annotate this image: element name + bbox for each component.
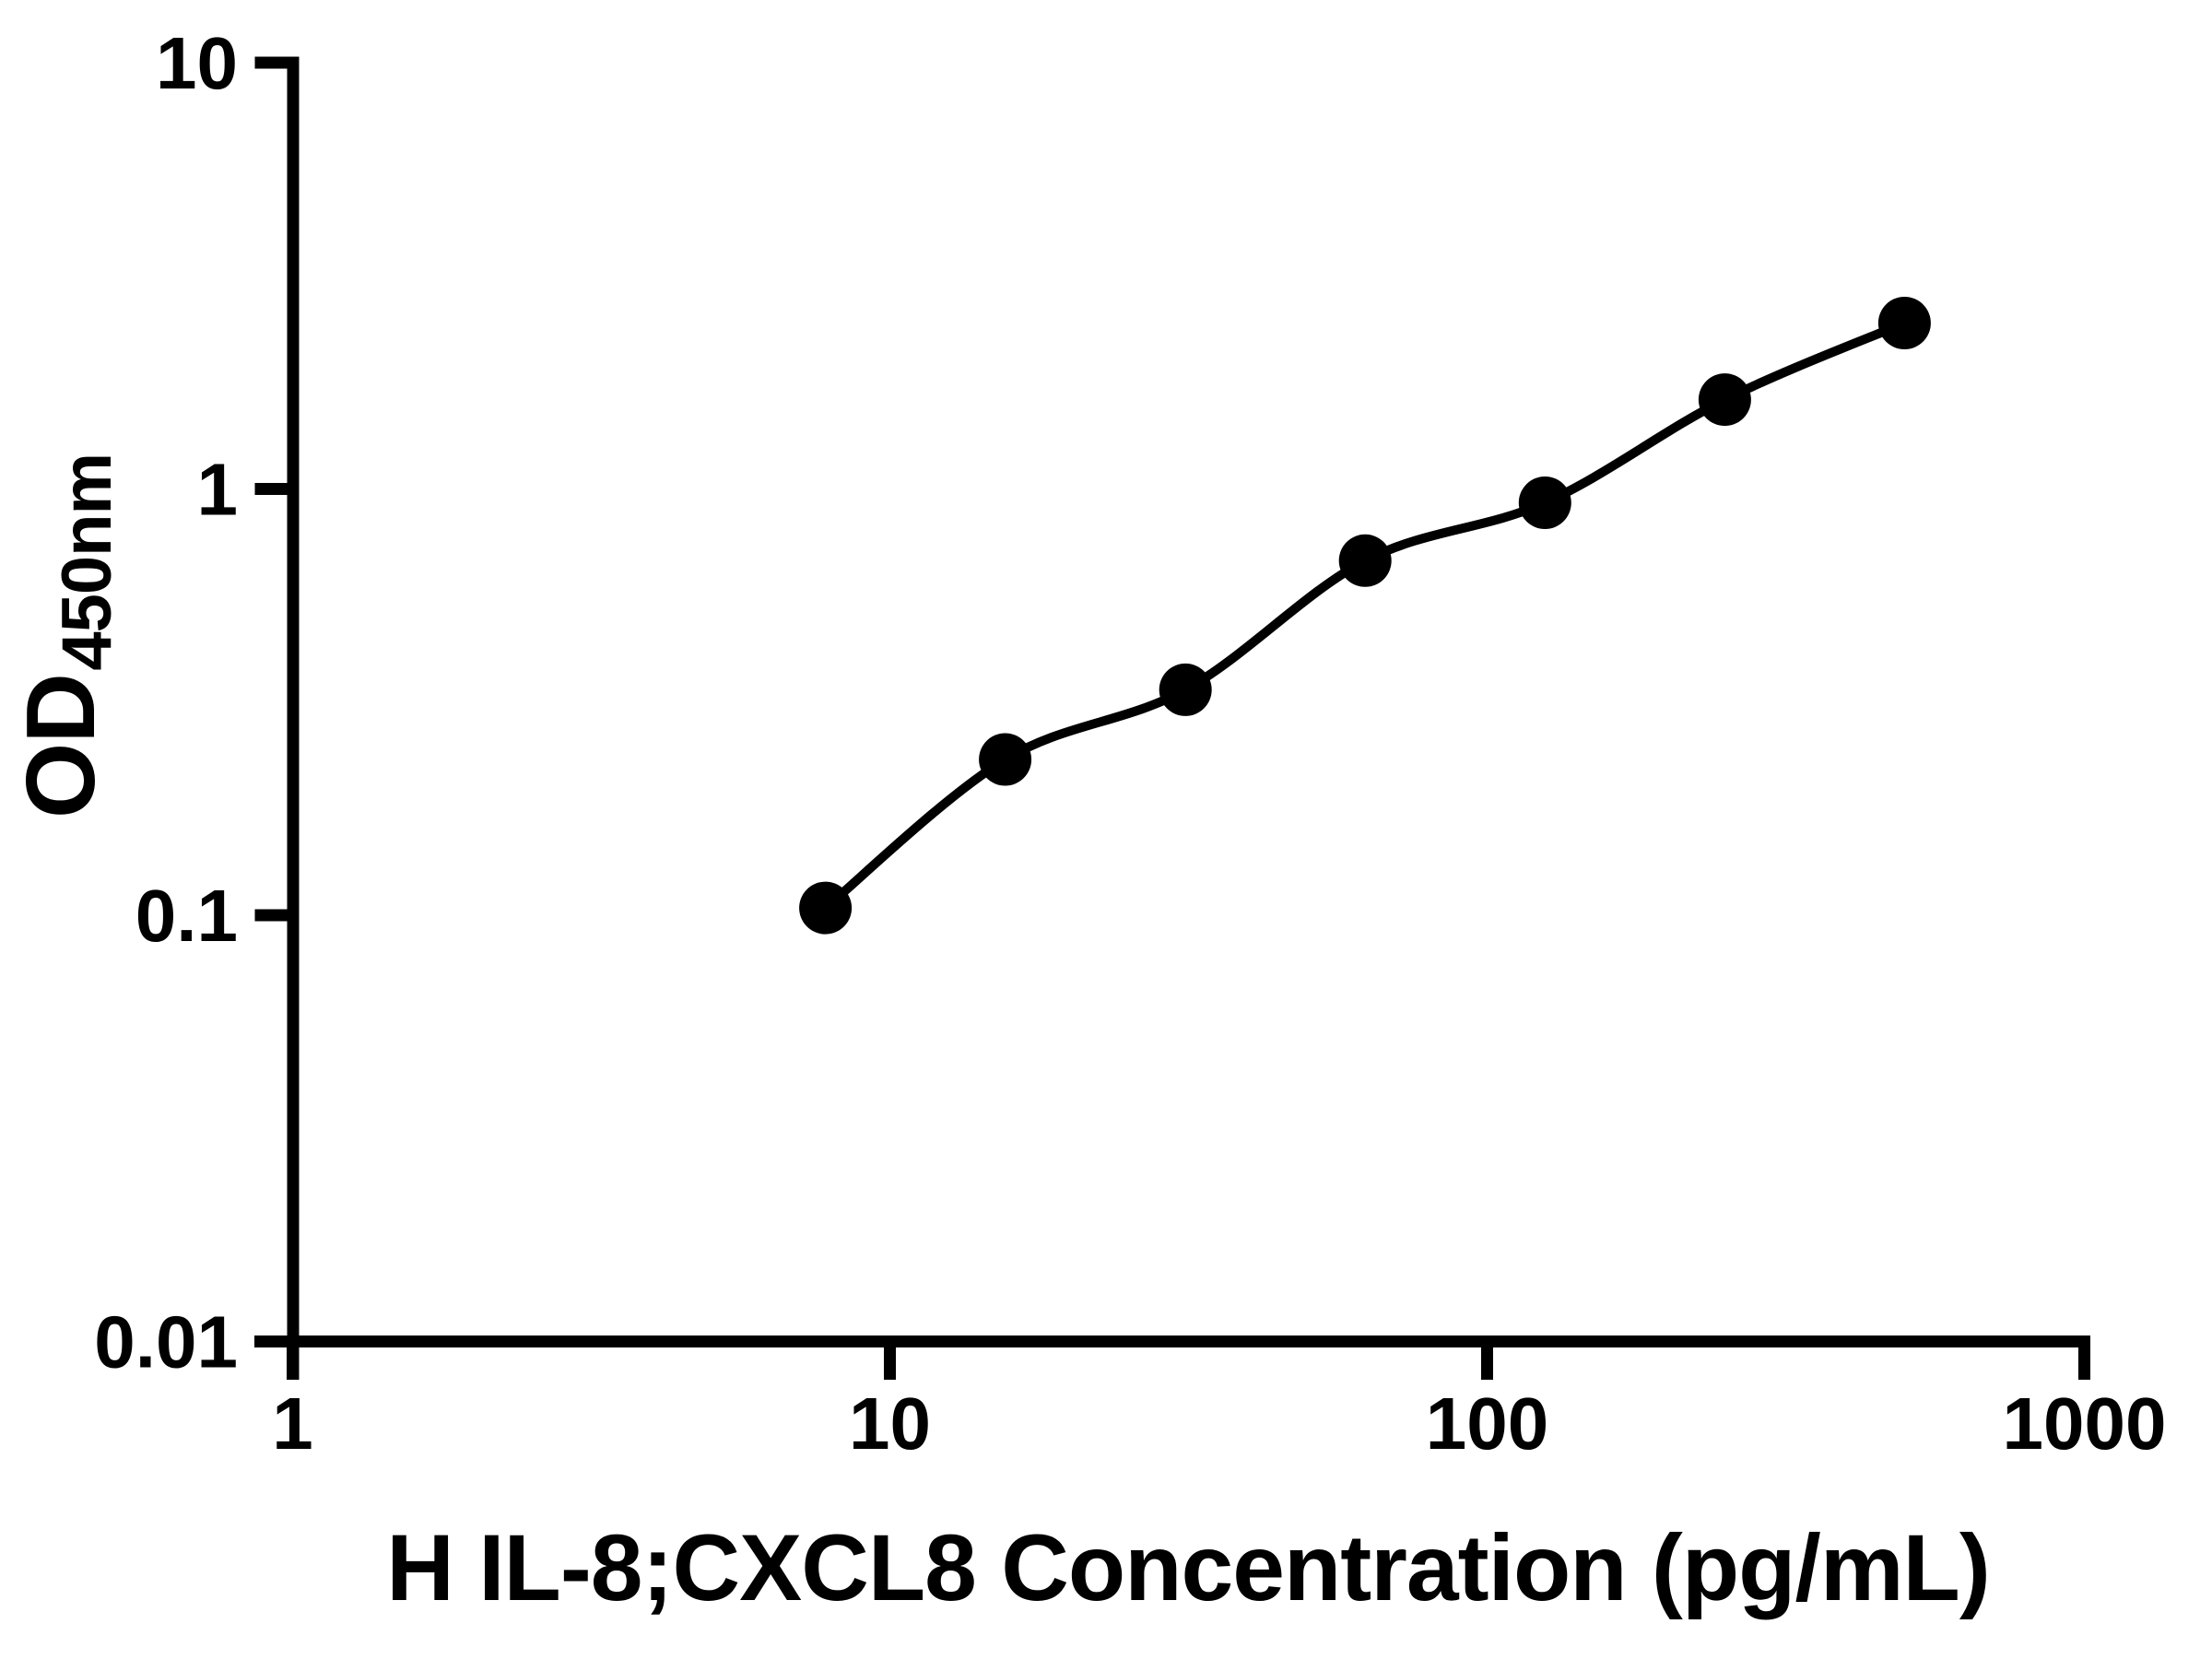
- y-tick-label: 0.01: [94, 1301, 238, 1383]
- y-axis-title: OD 450nm: [6, 453, 126, 818]
- y-tick-label: 10: [156, 22, 238, 104]
- data-point: [1159, 663, 1212, 716]
- x-axis-title: H IL-8;CXCL8 Concentration (pg/mL): [386, 1515, 1990, 1620]
- x-axis-tick-labels: 1 10 100 1000: [272, 1382, 2166, 1465]
- x-tick-label: 1000: [2003, 1382, 2167, 1465]
- x-tick-label: 10: [849, 1382, 931, 1465]
- y-axis-tick-labels: 10 1 0.1 0.01: [94, 22, 238, 1383]
- y-axis-title-subscript: 450nm: [48, 453, 126, 671]
- data-point: [1698, 373, 1751, 427]
- x-tick-label: 1: [272, 1382, 313, 1465]
- data-points: [799, 297, 1931, 935]
- data-point: [1518, 477, 1571, 529]
- y-tick-label: 1: [197, 449, 239, 531]
- data-point: [979, 733, 1032, 786]
- y-axis-title-main: OD: [6, 674, 115, 818]
- y-tick-label: 0.1: [135, 875, 238, 957]
- data-point: [799, 881, 853, 935]
- axes: [254, 56, 2090, 1380]
- x-axis-ticks: [287, 1341, 2090, 1380]
- data-point: [1338, 534, 1392, 587]
- x-tick-label: 100: [1426, 1382, 1548, 1465]
- data-point: [1877, 297, 1931, 349]
